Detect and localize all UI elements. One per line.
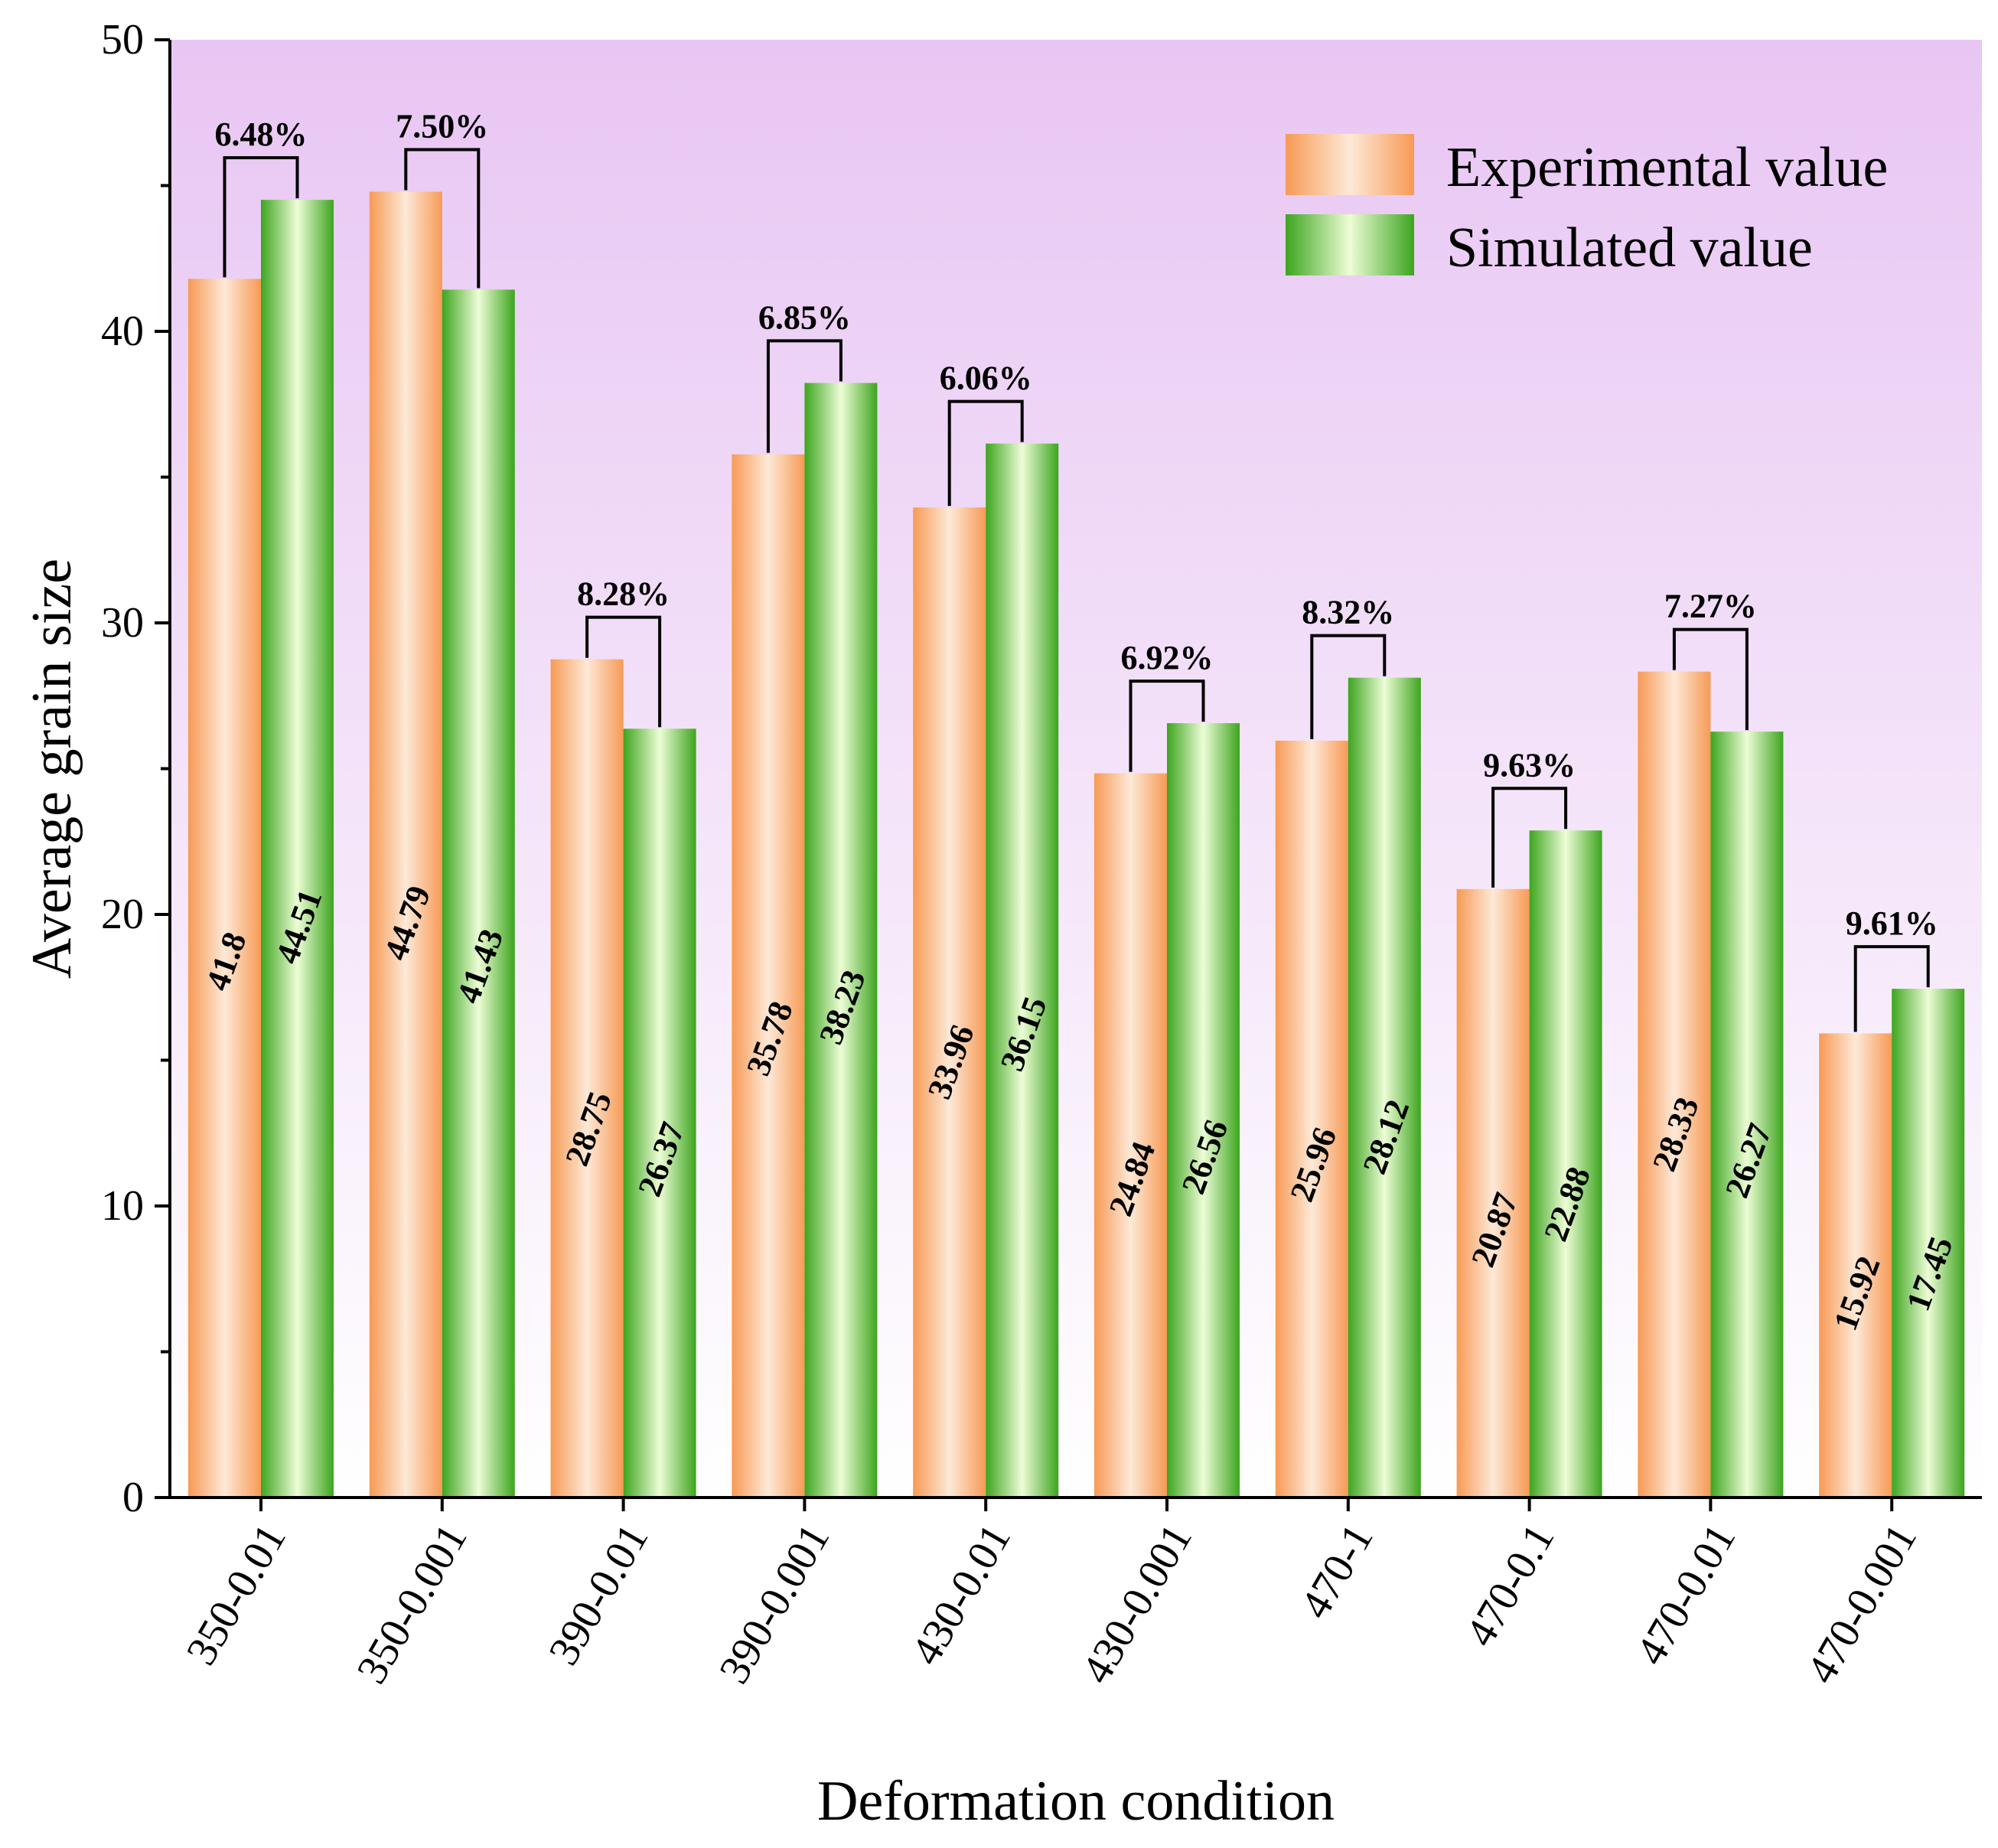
y-tick-label: 20 bbox=[101, 891, 144, 938]
x-tick-label: 350-0.001 bbox=[348, 1517, 477, 1692]
x-tick-label: 470-0.1 bbox=[1456, 1517, 1563, 1655]
x-tick-label: 390-0.01 bbox=[539, 1517, 657, 1674]
error-bracket bbox=[947, 399, 1024, 507]
legend-swatch-experimental bbox=[1286, 134, 1414, 195]
y-tick-label: 30 bbox=[101, 599, 144, 647]
x-tick-label: 430-0.001 bbox=[1073, 1517, 1201, 1692]
error-percent-label: 6.85% bbox=[758, 298, 851, 336]
bar-simulated-470-0.01 bbox=[1710, 732, 1784, 1498]
error-bracket bbox=[766, 339, 843, 453]
y-tick-label: 0 bbox=[122, 1474, 144, 1521]
y-tick-label: 10 bbox=[101, 1182, 144, 1230]
bar-simulated-350-0.01 bbox=[261, 200, 334, 1498]
bar-experimental-470-1 bbox=[1275, 740, 1348, 1498]
error-percent-label: 9.61% bbox=[1846, 904, 1938, 942]
y-tick-label: 40 bbox=[101, 308, 144, 355]
error-bracket bbox=[1853, 945, 1930, 1032]
error-percent-label: 7.27% bbox=[1664, 588, 1757, 625]
x-tick-label: 430-0.01 bbox=[902, 1517, 1020, 1674]
error-percent-label: 7.50% bbox=[396, 108, 488, 145]
bar-experimental-430-0.001 bbox=[1094, 773, 1167, 1498]
legend: Experimental value Simulated value bbox=[1286, 134, 1888, 279]
error-bracket bbox=[1672, 627, 1749, 731]
x-axis-title: Deformation condition bbox=[817, 1770, 1335, 1833]
bar-experimental-350-0.001 bbox=[369, 191, 442, 1498]
bar-experimental-470-0.01 bbox=[1638, 671, 1711, 1498]
legend-label-experimental: Experimental value bbox=[1446, 136, 1888, 199]
bar-experimental-430-0.01 bbox=[913, 507, 986, 1498]
x-tick-label: 470-1 bbox=[1292, 1517, 1383, 1627]
bar-simulated-470-0.1 bbox=[1529, 830, 1602, 1498]
bar-experimental-390-0.001 bbox=[732, 454, 805, 1498]
bar-experimental-350-0.01 bbox=[188, 279, 261, 1498]
error-percent-label: 6.48% bbox=[215, 116, 308, 153]
error-percent-label: 9.63% bbox=[1483, 746, 1576, 784]
bar-experimental-470-0.1 bbox=[1456, 888, 1530, 1498]
bar-simulated-350-0.001 bbox=[442, 289, 515, 1498]
bar-experimental-470-0.001 bbox=[1819, 1033, 1892, 1498]
bar-simulated-430-0.001 bbox=[1167, 723, 1240, 1498]
x-tick-label: 350-0.01 bbox=[178, 1517, 295, 1674]
bar-simulated-390-0.01 bbox=[623, 728, 696, 1498]
bar-simulated-470-1 bbox=[1348, 677, 1421, 1498]
legend-swatch-simulated bbox=[1286, 214, 1414, 275]
bar-simulated-430-0.01 bbox=[986, 443, 1059, 1498]
x-tick-label: 470-0.01 bbox=[1627, 1517, 1745, 1674]
x-tick-label: 470-0.001 bbox=[1798, 1517, 1926, 1692]
error-bracket bbox=[585, 615, 662, 728]
bars-layer bbox=[188, 191, 1965, 1498]
error-percent-label: 6.92% bbox=[1121, 639, 1214, 676]
error-brackets-layer: 6.48% 7.50% 8.28% 6.85% 6.06% 6.92% 8.32% 9.63%… bbox=[215, 108, 1938, 1032]
bar-experimental-390-0.01 bbox=[550, 659, 624, 1498]
x-tick-label: 390-0.001 bbox=[710, 1517, 839, 1692]
error-bracket bbox=[1310, 634, 1387, 739]
error-bracket bbox=[1491, 787, 1568, 888]
bar-simulated-470-0.001 bbox=[1892, 989, 1965, 1498]
error-bracket bbox=[404, 148, 481, 288]
error-bracket bbox=[1129, 680, 1205, 772]
error-percent-label: 8.32% bbox=[1302, 594, 1394, 631]
legend-label-simulated: Simulated value bbox=[1446, 217, 1813, 279]
error-bracket bbox=[223, 156, 299, 278]
y-tick-label: 50 bbox=[101, 16, 144, 64]
error-percent-label: 8.28% bbox=[577, 575, 670, 613]
error-percent-label: 6.06% bbox=[940, 360, 1032, 397]
y-axis-title: Average grain size bbox=[21, 559, 83, 979]
bar-simulated-390-0.001 bbox=[804, 383, 878, 1498]
